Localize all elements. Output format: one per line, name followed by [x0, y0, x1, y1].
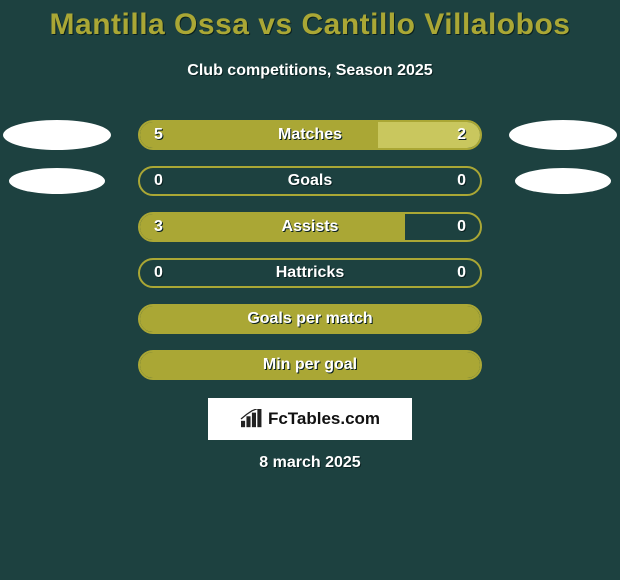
stat-value-p2: 0 — [457, 260, 466, 286]
stat-label: Min per goal — [140, 352, 480, 378]
stat-bars: Matches52Goals00Assists30Hattricks00Goal… — [138, 120, 482, 396]
stat-value-p2: 0 — [457, 168, 466, 194]
stat-label: Assists — [140, 214, 480, 240]
player2-avatar-col — [508, 120, 618, 194]
source-badge: FcTables.com — [208, 398, 412, 440]
source-badge-text: FcTables.com — [268, 409, 380, 429]
stat-value-p1: 3 — [154, 214, 163, 240]
stat-value-p1: 5 — [154, 122, 163, 148]
player2-avatar-shadow — [515, 168, 611, 194]
stat-value-p1: 0 — [154, 168, 163, 194]
chart-date: 8 march 2025 — [0, 454, 620, 472]
bar-chart-icon — [240, 409, 262, 429]
stat-label: Matches — [140, 122, 480, 148]
stat-label: Goals — [140, 168, 480, 194]
stat-label: Hattricks — [140, 260, 480, 286]
chart-title: Mantilla Ossa vs Cantillo Villalobos — [0, 8, 620, 42]
player2-avatar-placeholder — [509, 120, 617, 150]
chart-subtitle: Club competitions, Season 2025 — [0, 62, 620, 80]
player1-avatar-shadow — [9, 168, 105, 194]
player1-avatar-placeholder — [3, 120, 111, 150]
stat-value-p2: 2 — [457, 122, 466, 148]
comparison-infographic: Mantilla Ossa vs Cantillo Villalobos Clu… — [0, 0, 620, 580]
stat-row: Goals per match — [138, 304, 482, 334]
stat-value-p2: 0 — [457, 214, 466, 240]
player1-avatar-col — [2, 120, 112, 194]
stat-row: Goals0 0 — [138, 166, 482, 196]
stat-row: Min per goal — [138, 350, 482, 380]
stat-value-p1: 0 — [154, 260, 163, 286]
stat-row: Assists3 0 — [138, 212, 482, 242]
stat-label: Goals per match — [140, 306, 480, 332]
stat-row: Matches5 2 — [138, 120, 482, 150]
stat-row: Hattricks0 0 — [138, 258, 482, 288]
